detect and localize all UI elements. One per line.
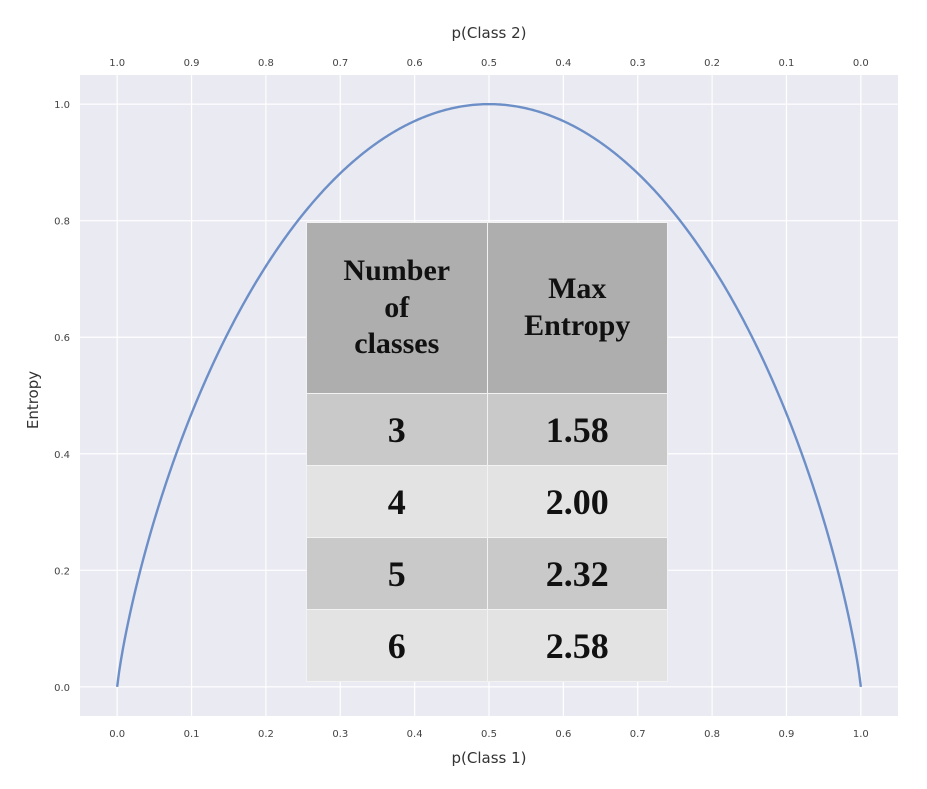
cell-max-entropy: 1.58 [486, 393, 668, 466]
x-axis-label: p(Class 1) [452, 749, 527, 767]
top-tick-label: 0.9 [184, 58, 200, 69]
y-tick-label: 0.6 [54, 333, 70, 344]
top-tick-label: 0.2 [704, 58, 720, 69]
x-tick-label: 0.2 [258, 729, 274, 740]
table-row: 3 1.58 [306, 393, 668, 466]
table-header-row: Number of classes Max Entropy [306, 222, 668, 394]
top-tick-label: 0.4 [555, 58, 571, 69]
top-tick-label: 0.3 [630, 58, 646, 69]
y-tick-label: 0.4 [54, 450, 70, 461]
y-axis-label: Entropy [24, 371, 42, 429]
x-tick-label: 0.0 [109, 729, 125, 740]
cell-classes: 3 [306, 393, 488, 466]
x-tick-label: 0.3 [332, 729, 348, 740]
x-tick-label: 0.6 [555, 729, 571, 740]
top-tick-label: 0.5 [481, 58, 497, 69]
cell-classes: 5 [306, 537, 488, 610]
entropy-curve [115, 102, 863, 688]
cell-max-entropy: 2.32 [486, 537, 668, 610]
top-tick-label: 0.1 [779, 58, 795, 69]
top-axis-label: p(Class 2) [452, 24, 527, 42]
x-tick-label: 0.5 [481, 729, 497, 740]
y-tick-label: 0.0 [54, 683, 70, 694]
table-row: 5 2.32 [306, 537, 668, 610]
table-row: 4 2.00 [306, 465, 668, 538]
x-tick-label: 1.0 [853, 729, 869, 740]
x-tick-label: 0.7 [630, 729, 646, 740]
header-max-entropy: Max Entropy [486, 222, 668, 394]
top-tick-label: 0.8 [258, 58, 274, 69]
cell-max-entropy: 2.00 [486, 465, 668, 538]
tick-labels: 0.0 0.1 0.2 0.3 0.4 0.5 0.6 0.7 0.8 0.9 1.0 1.0 0.9 0… [54, 58, 869, 740]
cell-classes: 6 [306, 609, 488, 682]
table-row: 6 2.58 [306, 609, 668, 682]
x-tick-label: 0.9 [779, 729, 795, 740]
header-number-of-classes: Number of classes [306, 222, 488, 394]
max-entropy-table: Number of classes Max Entropy 3 1.58 4 2… [306, 222, 668, 682]
top-tick-label: 0.0 [853, 58, 869, 69]
y-tick-label: 0.2 [54, 566, 70, 577]
cell-classes: 4 [306, 465, 488, 538]
top-tick-label: 1.0 [109, 58, 125, 69]
x-tick-label: 0.4 [407, 729, 423, 740]
x-tick-label: 0.8 [704, 729, 720, 740]
x-tick-label: 0.1 [184, 729, 200, 740]
cell-max-entropy: 2.58 [486, 609, 668, 682]
y-tick-label: 1.0 [54, 100, 70, 111]
top-tick-label: 0.7 [332, 58, 348, 69]
y-tick-label: 0.8 [54, 217, 70, 228]
top-tick-label: 0.6 [407, 58, 423, 69]
